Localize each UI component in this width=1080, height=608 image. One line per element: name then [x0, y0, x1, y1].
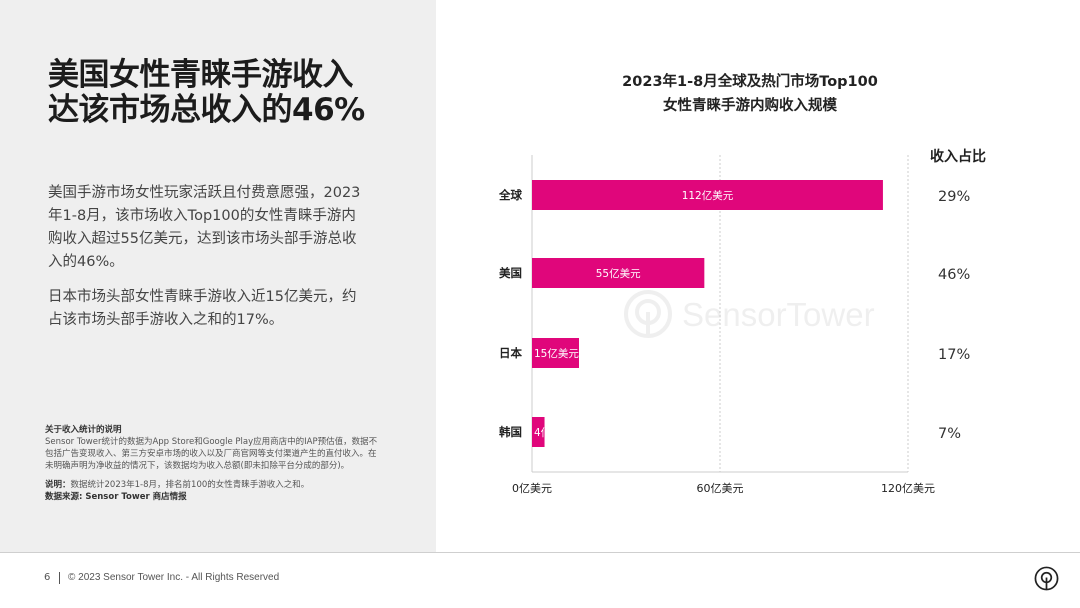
notes-title: 关于收入统计的说明: [45, 425, 122, 435]
category-label: 全球: [498, 188, 522, 202]
body-paragraph-1: 美国手游市场女性玩家活跃且付费意愿强，2023年1-8月，该市场收入Top100…: [48, 185, 361, 270]
bar-value-label: 4亿: [534, 426, 551, 439]
page-number: 6: [44, 572, 51, 583]
share-header: 收入占比: [930, 149, 986, 165]
notes-source: 数据来源: Sensor Tower 商店情报: [45, 491, 381, 503]
body-paragraph-2: 日本市场头部女性青睐手游收入近15亿美元，约占该市场头部手游收入之和的17%。: [48, 289, 357, 328]
page-headline: 美国女性青睐手游收入 达该市场总收入的46%: [48, 58, 428, 128]
bar-value-label: 112亿美元: [682, 189, 734, 202]
x-tick-label: 60亿美元: [697, 482, 744, 495]
revenue-notes: 关于收入统计的说明 Sensor Tower统计的数据为App Store和Go…: [45, 424, 381, 503]
share-value: 17%: [938, 347, 970, 363]
copyright-text: © 2023 Sensor Tower Inc. - All Rights Re…: [68, 572, 280, 583]
left-panel: 美国女性青睐手游收入 达该市场总收入的46% 美国手游市场女性玩家活跃且付费意愿…: [0, 0, 436, 552]
sensor-tower-logo-icon: [624, 290, 672, 338]
chart-title-line-1: 2023年1-8月全球及热门市场Top100: [622, 74, 878, 90]
category-label: 日本: [499, 346, 522, 360]
sensor-tower-logo-icon: [1034, 566, 1059, 591]
x-tick-label: 120亿美元: [881, 482, 935, 495]
headline-line-2: 达该市场总收入的46%: [48, 92, 365, 128]
bar: [532, 258, 705, 288]
bar-value-label: 15亿美元: [534, 347, 579, 360]
chart-title: 2023年1-8月全球及热门市场Top100 女性青睐手游内购收入规模: [560, 70, 940, 118]
bar: [532, 417, 545, 447]
category-label: 韩国: [499, 425, 522, 439]
footer-divider: [0, 552, 1080, 553]
share-value: 29%: [938, 189, 970, 205]
watermark-text: SensorTower: [682, 296, 875, 333]
footer-separator: [59, 572, 60, 584]
source-label: 数据来源: Sensor Tower 商店情报: [45, 492, 187, 502]
bar: [532, 180, 883, 210]
headline-line-1: 美国女性青睐手游收入: [48, 57, 354, 93]
share-value: 46%: [938, 267, 970, 283]
chart-title-line-2: 女性青睐手游内购收入规模: [663, 98, 837, 114]
bar-value-label: 55亿美元: [596, 267, 641, 280]
explain-text: 数据统计2023年1-8月，排名前100的女性青睐手游收入之和。: [70, 480, 310, 490]
x-tick-label: 0亿美元: [512, 482, 552, 495]
notes-explanation: 说明：数据统计2023年1-8月，排名前100的女性青睐手游收入之和。: [45, 479, 381, 491]
body-text: 美国手游市场女性玩家活跃且付费意愿强，2023年1-8月，该市场收入Top100…: [48, 182, 370, 344]
bar: [532, 338, 579, 368]
explain-label: 说明：: [45, 480, 71, 490]
notes-text: Sensor Tower统计的数据为App Store和Google Play应…: [45, 437, 378, 471]
sensor-tower-watermark: SensorTower: [624, 290, 875, 338]
category-label: 美国: [499, 266, 522, 280]
share-value: 7%: [938, 426, 961, 442]
footer: 6 © 2023 Sensor Tower Inc. - All Rights …: [0, 553, 1080, 608]
